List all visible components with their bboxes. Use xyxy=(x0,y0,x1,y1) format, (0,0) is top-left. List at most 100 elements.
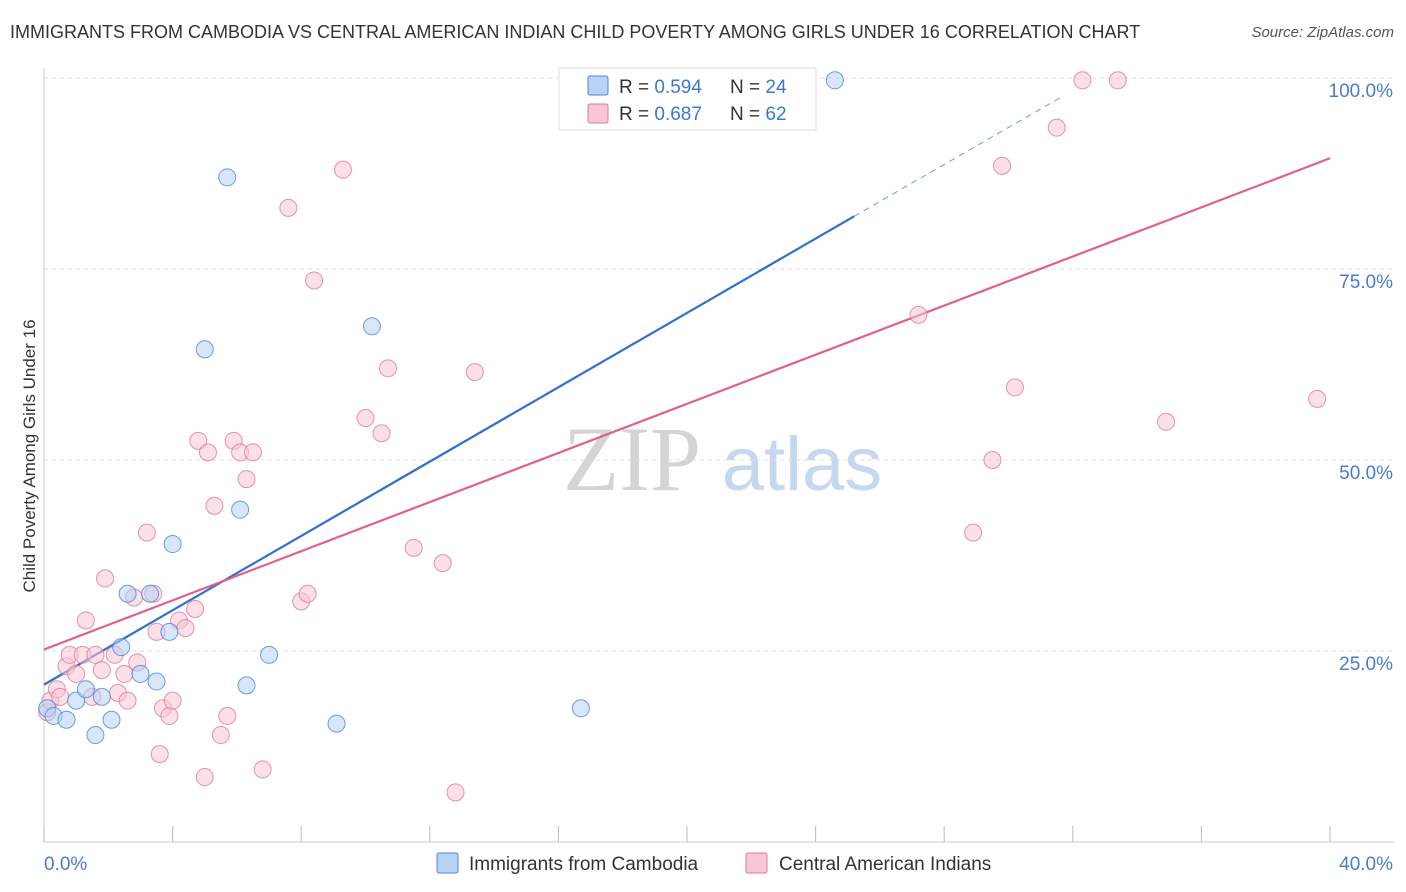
x-tick-label-max: 40.0% xyxy=(1339,854,1393,875)
point-pink-43 xyxy=(305,271,324,290)
point-pink-22 xyxy=(150,745,169,764)
watermark-atlas: atlas xyxy=(722,422,883,507)
point-pink-24 xyxy=(160,706,179,725)
point-pink-42 xyxy=(298,584,317,603)
point-pink-48 xyxy=(404,538,423,557)
y-tick-label-75: 75.0% xyxy=(1339,272,1393,293)
legend-r-value-central-american: 0.687 xyxy=(654,104,702,125)
legend-r-label-central-american: R = xyxy=(619,104,654,125)
point-blue-20 xyxy=(327,714,346,733)
point-pink-40 xyxy=(279,198,298,217)
point-pink-19 xyxy=(137,523,156,542)
point-pink-31 xyxy=(198,443,217,462)
point-pink-54 xyxy=(983,451,1002,469)
legend-swatch-cambodia xyxy=(587,75,609,96)
gridlines xyxy=(44,77,1394,652)
point-blue-2 xyxy=(57,710,76,729)
point-pink-45 xyxy=(356,408,375,427)
point-blue-19 xyxy=(260,645,279,664)
legend-n-value-cambodia: 24 xyxy=(765,77,787,98)
y-axis-label: Child Poverty Among Girls Under 16 xyxy=(20,319,39,592)
y-tick-label-50: 50.0% xyxy=(1339,463,1393,484)
y-tick-label-100: 100.0% xyxy=(1329,81,1394,102)
point-pink-37 xyxy=(237,470,256,489)
svg-text:N = 24: N = 24 xyxy=(730,77,787,98)
series-label-central-american: Central American Indians xyxy=(779,854,991,875)
point-blue-7 xyxy=(102,710,121,729)
point-pink-16 xyxy=(118,691,137,710)
point-blue-4 xyxy=(76,680,95,699)
point-pink-46 xyxy=(372,424,391,443)
watermark-zip: ZIP xyxy=(563,408,701,510)
trend-line-extension-0 xyxy=(853,97,1061,217)
series-legend: Immigrants from Cambodia Central America… xyxy=(436,852,991,875)
point-blue-10 xyxy=(131,664,150,683)
point-blue-12 xyxy=(147,672,166,691)
point-pink-60 xyxy=(1157,412,1176,431)
legend-n-value-central-american: 62 xyxy=(765,104,786,125)
legend-n-label-central-american: N = xyxy=(730,104,765,125)
series-swatch-cambodia xyxy=(436,852,459,874)
point-blue-15 xyxy=(195,340,214,359)
y-tick-label-25: 25.0% xyxy=(1339,654,1393,675)
point-pink-57 xyxy=(1047,118,1066,137)
point-blue-9 xyxy=(118,584,137,603)
legend-r-value-cambodia: 0.594 xyxy=(654,77,702,98)
point-pink-25 xyxy=(163,691,182,710)
point-pink-29 xyxy=(189,431,208,450)
point-pink-30 xyxy=(195,768,214,787)
point-pink-6 xyxy=(67,664,86,683)
point-blue-3 xyxy=(67,691,86,710)
point-blue-13 xyxy=(160,622,179,641)
svg-text:N = 62: N = 62 xyxy=(730,104,787,125)
legend-n-label-cambodia: N = xyxy=(730,77,765,98)
trend-line-0 xyxy=(43,215,855,686)
point-pink-11 xyxy=(92,661,111,680)
point-pink-51 xyxy=(465,363,484,382)
svg-text:R = 0.594: R = 0.594 xyxy=(619,77,702,98)
point-pink-34 xyxy=(218,706,237,725)
point-blue-5 xyxy=(86,726,105,745)
source-credit: Source: ZipAtlas.com xyxy=(1251,24,1394,41)
x-tick-label-min: 0.0% xyxy=(44,854,87,875)
point-pink-55 xyxy=(993,156,1012,175)
point-pink-27 xyxy=(176,619,195,638)
point-pink-10 xyxy=(86,645,105,664)
point-blue-11 xyxy=(141,584,160,603)
point-blue-6 xyxy=(92,687,111,706)
legend-swatch-central-american xyxy=(587,103,609,124)
point-pink-52 xyxy=(909,305,928,324)
point-blue-14 xyxy=(163,535,182,554)
point-pink-59 xyxy=(1108,71,1127,90)
point-pink-50 xyxy=(446,783,465,802)
point-blue-23 xyxy=(825,71,844,90)
series-swatch-central-american xyxy=(745,852,768,874)
trend-line-1 xyxy=(43,157,1331,651)
point-blue-21 xyxy=(362,317,381,336)
point-blue-16 xyxy=(218,168,237,187)
point-pink-56 xyxy=(1005,378,1024,397)
trend-lines xyxy=(43,97,1331,686)
point-pink-28 xyxy=(186,599,205,618)
legend-r-label-cambodia: R = xyxy=(619,77,654,98)
point-blue-18 xyxy=(237,676,256,695)
legend: R = 0.594 N = 24 R = 0.687 N = 62 xyxy=(558,67,817,131)
data-points xyxy=(38,71,1327,802)
point-pink-33 xyxy=(211,726,230,745)
point-pink-61 xyxy=(1308,389,1327,408)
point-pink-32 xyxy=(205,496,224,515)
point-blue-8 xyxy=(112,638,131,657)
svg-text:R = 0.687: R = 0.687 xyxy=(619,104,702,125)
point-pink-49 xyxy=(433,554,452,573)
point-pink-12 xyxy=(96,569,115,588)
chart-title: IMMIGRANTS FROM CAMBODIA VS CENTRAL AMER… xyxy=(10,22,1141,42)
point-pink-38 xyxy=(243,443,262,462)
point-pink-47 xyxy=(379,359,398,378)
point-pink-39 xyxy=(253,760,272,779)
point-pink-8 xyxy=(76,611,95,630)
point-pink-58 xyxy=(1073,71,1092,90)
zipatlas-watermark: ZIP atlas xyxy=(563,408,882,510)
series-label-cambodia: Immigrants from Cambodia xyxy=(469,854,699,875)
point-pink-44 xyxy=(333,160,352,179)
